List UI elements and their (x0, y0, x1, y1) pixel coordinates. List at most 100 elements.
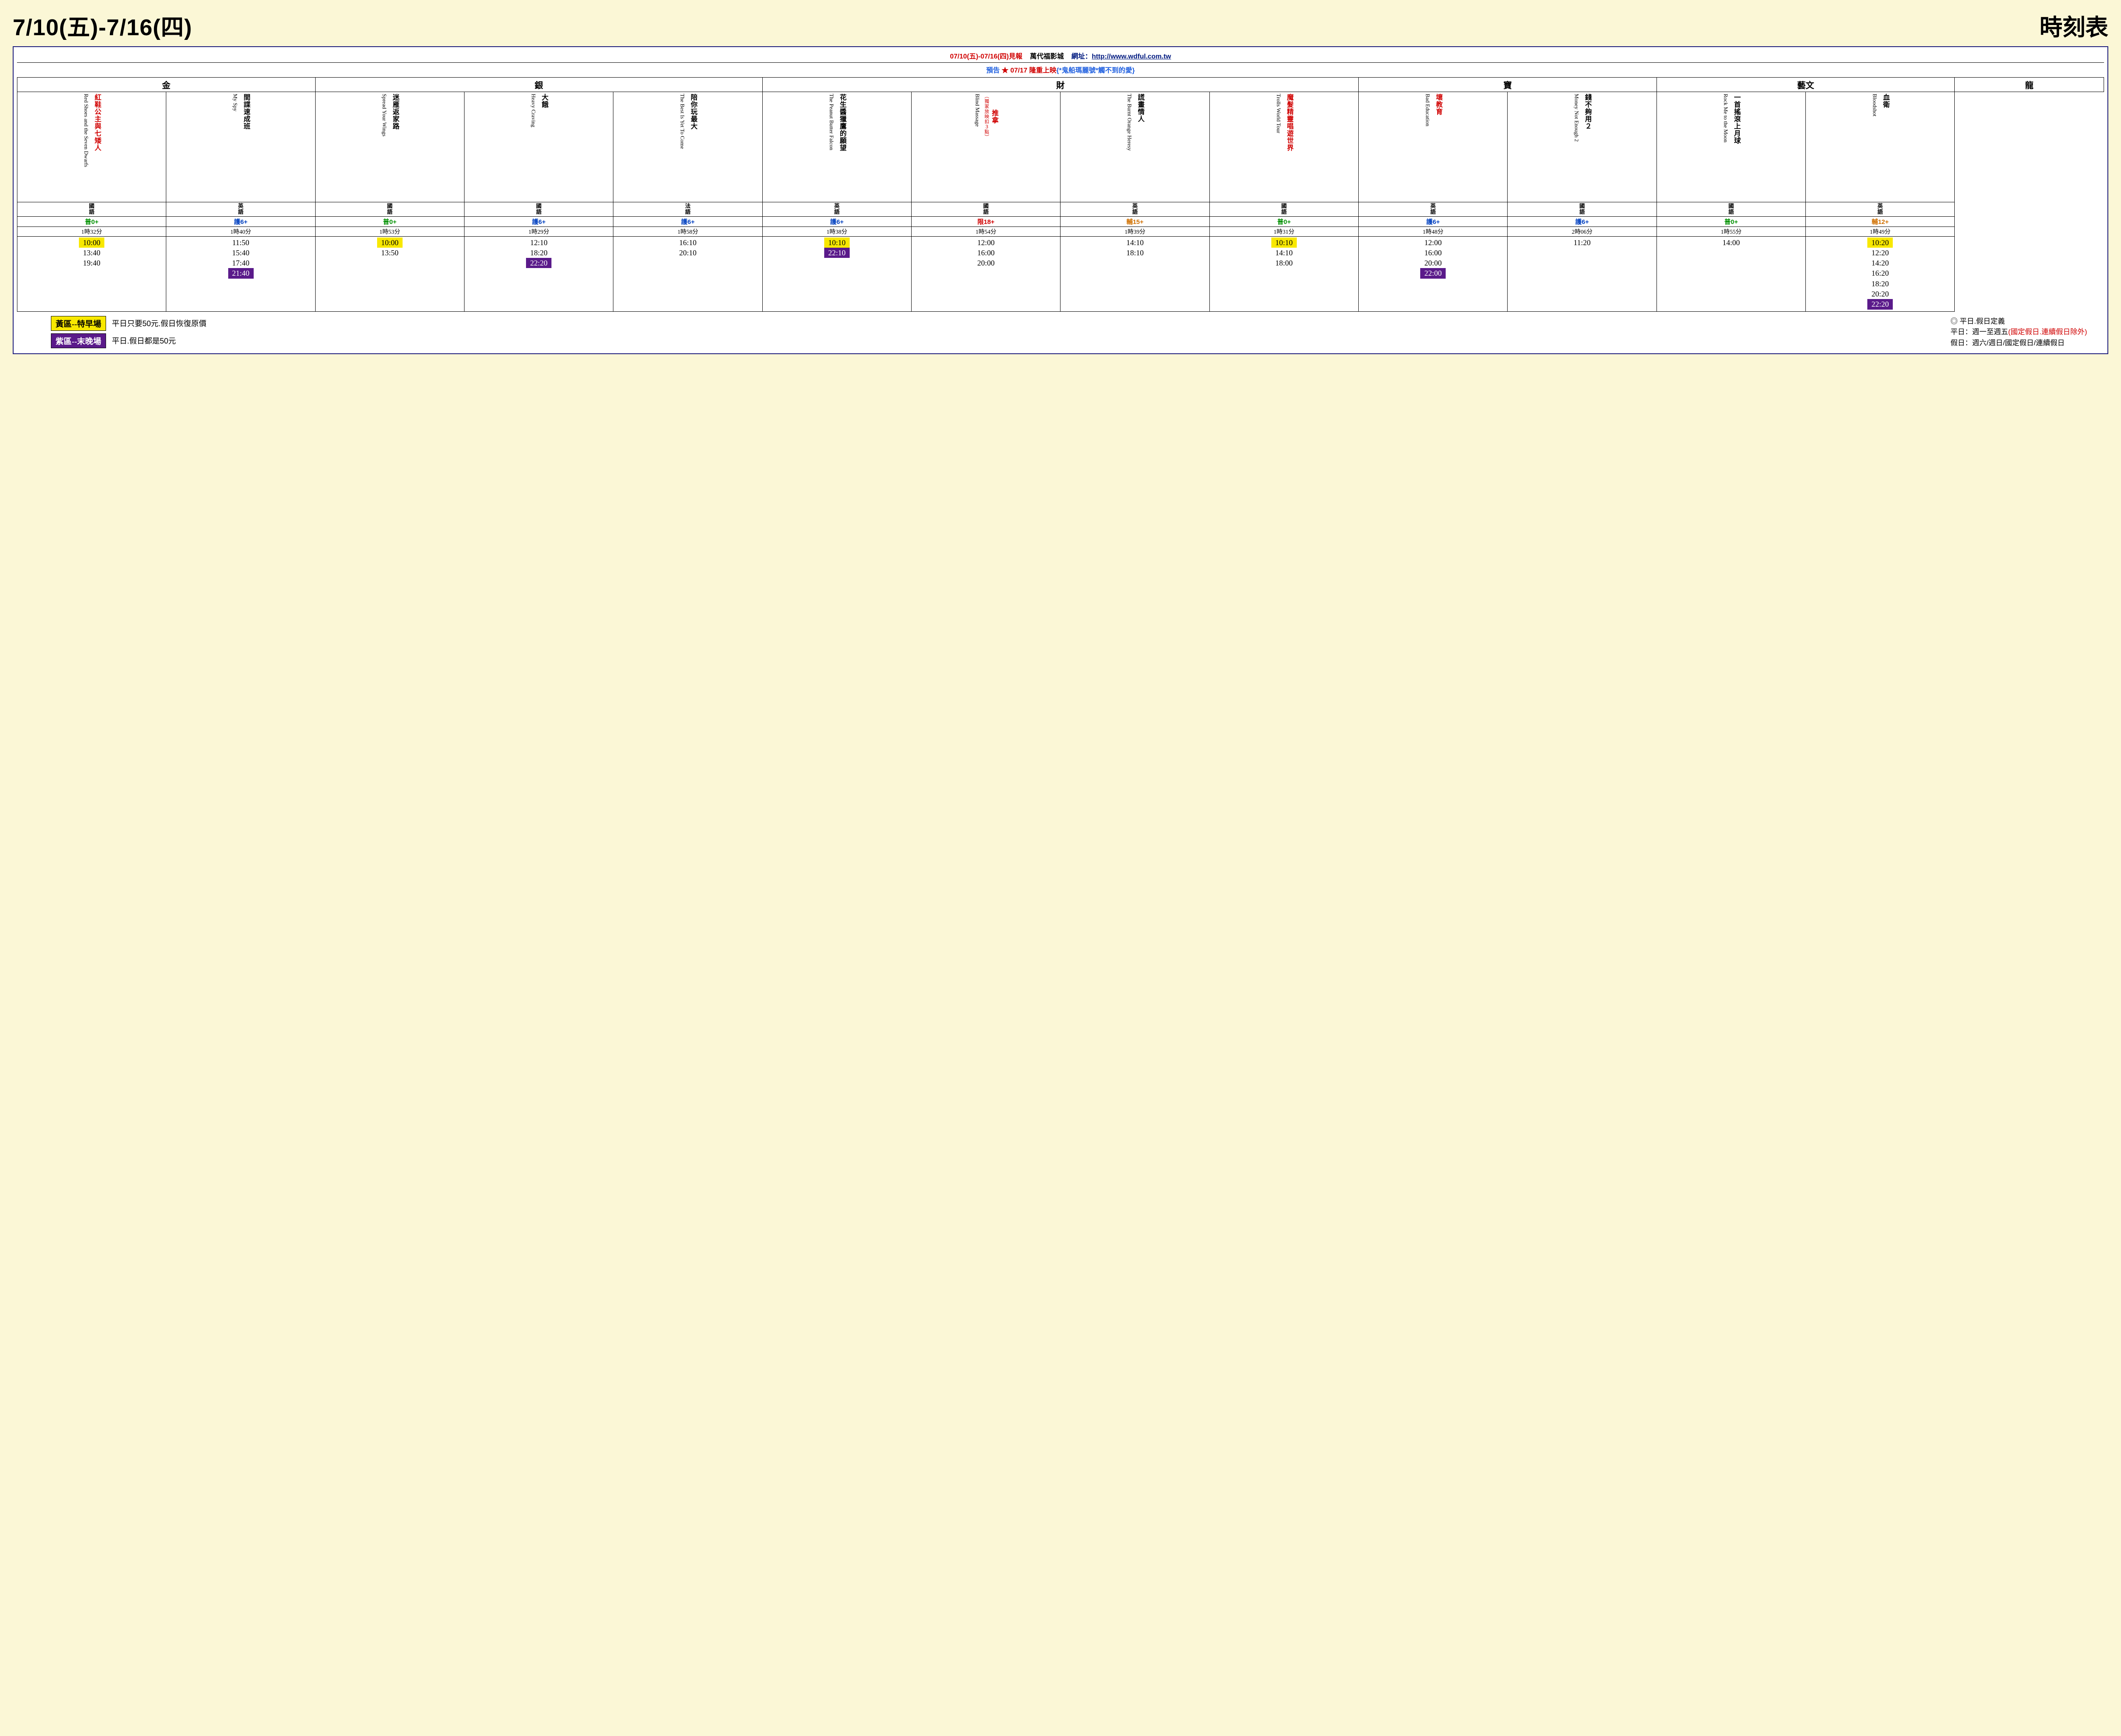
movie-title-en: My Spy (232, 94, 239, 112)
showtime: 18:10 (1122, 248, 1148, 258)
movie-title-cn: 紅鞋公主與七矮人 (92, 94, 101, 151)
website-link[interactable]: http://www.wdful.com.tw (1092, 53, 1171, 60)
showtime: 20:20 (1867, 289, 1893, 299)
showtimes-cell: 14:00 (1657, 236, 1805, 311)
movie-cell: Money Not Enough 2錢不夠用２ (1508, 92, 1657, 202)
rating-cell: 限18+ (912, 216, 1060, 226)
showtime: 22:20 (1867, 299, 1893, 309)
showtime: 10:00 (377, 238, 403, 248)
showtimes-cell: 10:1014:1018:00 (1209, 236, 1358, 311)
purple-badge: 紫區--末晚場 (51, 333, 106, 348)
hall-header: 寶 (1359, 78, 1657, 92)
rating-cell: 護6+ (1508, 216, 1657, 226)
duration-cell: 1時38分 (762, 226, 911, 236)
def-holiday: 假日：週六/週日/國定假日/連續假日 (1950, 338, 2087, 349)
rating-cell: 護6+ (464, 216, 613, 226)
duration-cell: 1時49分 (1806, 226, 1955, 236)
showtime: 12:10 (526, 238, 551, 248)
showtime: 20:00 (1420, 258, 1446, 268)
movie-title-cn: 迷雁返家路 (390, 94, 399, 130)
purple-text: 平日.假日都是50元 (112, 335, 176, 346)
showtime: 19:40 (79, 258, 104, 268)
showtime: 16:00 (1420, 248, 1446, 258)
duration-cell: 1時48分 (1359, 226, 1508, 236)
language-cell: 法語 (613, 202, 762, 217)
duration-row: 1時32分1時40分1時53分1時29分1時58分1時38分1時54分1時39分… (17, 226, 2104, 236)
legend-right: ◎ 平日.假日定義 平日：週一至週五(國定假日.連續假日除外) 假日：週六/週日… (1950, 316, 2087, 349)
movie-title-cn: 魔髮精靈唱遊世界 (1284, 94, 1293, 151)
duration-cell: 2時06分 (1508, 226, 1657, 236)
showtimes-cell: 10:0013:4019:40 (17, 236, 166, 311)
movie-title-en: Red Shoes and the Seven Dwarfs (82, 94, 90, 167)
movie-title-cn: 錢不夠用２ (1583, 94, 1592, 130)
legend: 黃區--特早場 平日只要50元.假日恢復原價 紫區--末晚場 平日.假日都是50… (17, 312, 2104, 349)
rating-cell: 普0+ (1209, 216, 1358, 226)
def-weekday-line: 平日：週一至週五(國定假日.連續假日除外) (1950, 327, 2087, 338)
hall-header: 龍 (1955, 78, 2104, 92)
yellow-badge: 黃區--特早場 (51, 316, 106, 331)
info-dates: 07/10(五)-07/16(四)見報 (950, 53, 1022, 60)
showtime: 12:20 (1867, 248, 1893, 258)
movie-title-en: Money Not Enough 2 (1573, 94, 1580, 142)
movie-title-cn: 間諜速成班 (241, 94, 250, 130)
showtimes-cell: 10:0013:50 (315, 236, 464, 311)
movie-cell: The Burnt Orange Heresy謊畫情人 (1060, 92, 1209, 202)
url-label: 網址： (1072, 53, 1092, 60)
showtime: 14:00 (1718, 238, 1744, 248)
language-cell: 英語 (762, 202, 911, 217)
duration-cell: 1時29分 (464, 226, 613, 236)
legend-left: 黃區--特早場 平日只要50元.假日恢復原價 紫區--末晚場 平日.假日都是50… (51, 316, 207, 348)
showtime: 22:00 (1420, 268, 1446, 278)
rating-cell: 輔15+ (1060, 216, 1209, 226)
language-cell: 國語 (464, 202, 613, 217)
showtime: 14:20 (1867, 258, 1893, 268)
movie-title-en: Trolls World Tour (1275, 94, 1282, 133)
preview-line: 預告 ★ 07/17 隆重上映{*鬼船瑪麗號*觸不到的愛} (17, 62, 2104, 77)
duration-cell: 1時39分 (1060, 226, 1209, 236)
rating-cell: 普0+ (315, 216, 464, 226)
rating-cell: 普0+ (1657, 216, 1805, 226)
showtime: 11:50 (228, 238, 254, 248)
yellow-text: 平日只要50元.假日恢復原價 (112, 318, 207, 329)
preview-prefix: 預告 (986, 67, 1000, 74)
movie-title-cn: 謊畫情人 (1136, 94, 1144, 123)
movie-title-cn: 大餓 (539, 94, 548, 108)
rating-cell: 護6+ (166, 216, 315, 226)
showtime: 16:10 (675, 238, 701, 248)
duration-cell: 1時54分 (912, 226, 1060, 236)
info-line: 07/10(五)-07/16(四)見報 萬代福影城 網址：http://www.… (17, 49, 2104, 62)
legend-purple: 紫區--末晚場 平日.假日都是50元 (51, 333, 207, 348)
movie-cell: My Spy間諜速成班 (166, 92, 315, 202)
showtime: 13:40 (79, 248, 104, 258)
showtime: 14:10 (1122, 238, 1148, 248)
movie-cell: Trolls World Tour魔髮精靈唱遊世界 (1209, 92, 1358, 202)
hall-header: 銀 (315, 78, 762, 92)
rating-row: 普0+護6+普0+護6+護6+護6+限18+輔15+普0+護6+護6+普0+輔1… (17, 216, 2104, 226)
duration-cell: 1時32分 (17, 226, 166, 236)
showtimes-cell: 12:1018:2022:20 (464, 236, 613, 311)
showtime: 18:00 (1271, 258, 1297, 268)
movie-title-en: The Burnt Orange Heresy (1126, 94, 1133, 151)
movie-title-cn: 推拿（獨家放映扣３點） (983, 94, 998, 140)
language-cell: 國語 (912, 202, 1060, 217)
showtime: 10:10 (1271, 238, 1297, 248)
movie-title-en: Heavy Craving (529, 94, 537, 127)
showtime: 17:40 (228, 258, 254, 268)
movie-title-cn: 花生醬獵鷹的願望 (837, 94, 846, 151)
hall-header-row: 金銀財寶藝文龍 (17, 78, 2104, 92)
def-weekday-red: (國定假日.連續假日除外) (2008, 328, 2087, 336)
preview-date: 07/17 隆重上映 (1010, 67, 1057, 74)
language-cell: 英語 (1060, 202, 1209, 217)
duration-cell: 1時58分 (613, 226, 762, 236)
language-row: 國語英語國語國語法語英語國語英語國語英語國語國語英語 (17, 202, 2104, 217)
showtime: 20:00 (973, 258, 999, 268)
showtime: 22:20 (526, 258, 551, 268)
rating-cell: 護6+ (762, 216, 911, 226)
language-cell: 國語 (1209, 202, 1358, 217)
page-header: 7/10(五)-7/16(四) 時刻表 (13, 8, 2108, 42)
duration-cell: 1時40分 (166, 226, 315, 236)
movie-cell: Spread Your Wings迷雁返家路 (315, 92, 464, 202)
def-weekday: 平日：週一至週五 (1950, 328, 2008, 336)
showtimes-cell: 10:2012:2014:2016:2018:2020:2022:20 (1806, 236, 1955, 311)
showtime: 15:40 (228, 248, 254, 258)
